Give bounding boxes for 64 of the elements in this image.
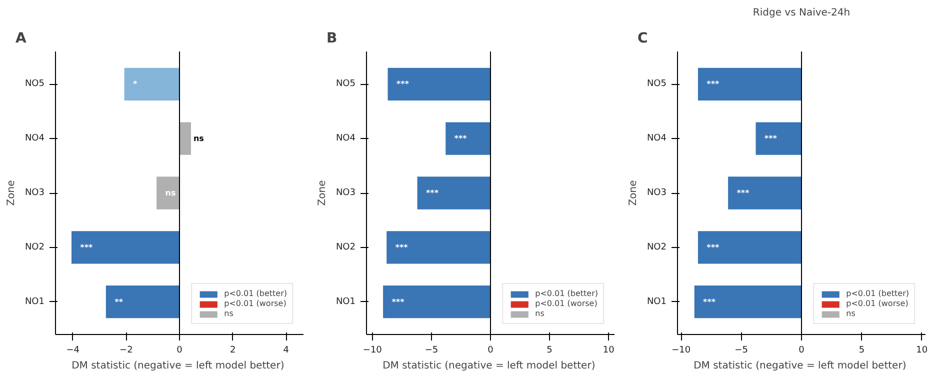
y-axis-title: Zone <box>316 180 328 206</box>
data-label: ns <box>165 188 176 198</box>
text: A <box>16 30 26 46</box>
x-tick-label: 10 <box>602 346 615 356</box>
y-tick-label: NO3 <box>24 188 45 198</box>
x-tick-label: 0 <box>488 346 494 356</box>
y-tick-label: NO5 <box>336 79 356 90</box>
x-tick-label: −5 <box>424 346 438 356</box>
x-tick-label: −4 <box>66 346 80 356</box>
legend-label: ns <box>224 309 234 318</box>
x-axis-title: DM statistic (negative = left model better) <box>694 360 906 372</box>
data-label: *** <box>80 242 94 252</box>
data-label: *** <box>764 134 778 144</box>
legend-label: ns <box>846 309 856 318</box>
legend-label: p<0.01 (better) <box>224 289 287 298</box>
x-tick-label: −2 <box>120 346 133 356</box>
y-axis-title: Zone <box>6 180 17 206</box>
legend-label: p<0.01 (worse) <box>224 299 286 308</box>
y-tick-label: NO4 <box>24 134 45 144</box>
y-tick-label: NO1 <box>24 296 45 307</box>
y-tick-label: NO3 <box>336 188 356 198</box>
y-axis-title: Zone <box>628 180 639 206</box>
legend-label: p<0.01 (worse) <box>846 299 908 308</box>
data-label: ** <box>114 297 124 306</box>
y-tick-label: NO3 <box>646 188 667 198</box>
text: C <box>638 30 648 46</box>
y-tick-label: NO2 <box>336 242 356 252</box>
x-tick-label: 5 <box>858 346 865 356</box>
data-label: *** <box>703 297 716 306</box>
x-tick-label: 0 <box>798 346 805 356</box>
y-tick-label: NO2 <box>24 242 45 252</box>
y-tick-label: NO5 <box>24 79 45 90</box>
data-label: * <box>132 80 138 89</box>
y-tick-label: NO1 <box>336 296 356 307</box>
x-axis-title: DM statistic (negative = left model better) <box>72 360 284 372</box>
data-label: *** <box>426 188 440 198</box>
x-axis-title: DM statistic (negative = left model better) <box>382 360 596 372</box>
x-tick-label: −10 <box>362 346 382 356</box>
y-tick-label: NO2 <box>646 242 667 252</box>
y-tick-label: NO1 <box>646 296 667 307</box>
x-tick-label: 10 <box>916 346 928 356</box>
legend-label: p<0.01 (better) <box>846 289 909 298</box>
y-tick-label: NO4 <box>336 134 356 144</box>
legend-label: p<0.01 (better) <box>535 289 598 298</box>
chart-title: Ridge vs Naive-24h <box>752 8 850 18</box>
data-label: *** <box>454 134 468 144</box>
x-tick-label: 2 <box>230 346 236 356</box>
data-label: *** <box>706 80 720 89</box>
y-tick-label: NO5 <box>646 79 667 90</box>
data-label: *** <box>736 188 750 198</box>
data-label: *** <box>395 242 409 252</box>
data-label: *** <box>706 242 720 252</box>
x-tick-label: −10 <box>672 346 691 356</box>
data-label: ns <box>193 134 204 144</box>
x-tick-label: 0 <box>176 346 183 356</box>
y-tick-label: NO4 <box>646 134 667 144</box>
text: B <box>326 30 338 46</box>
x-tick-label: 4 <box>283 346 290 356</box>
legend-label: p<0.01 (worse) <box>535 299 598 308</box>
x-tick-label: 5 <box>546 346 552 356</box>
x-tick-label: −5 <box>734 346 748 356</box>
data-label: *** <box>392 297 406 306</box>
legend-label: ns <box>535 309 546 318</box>
data-label: *** <box>396 80 410 89</box>
